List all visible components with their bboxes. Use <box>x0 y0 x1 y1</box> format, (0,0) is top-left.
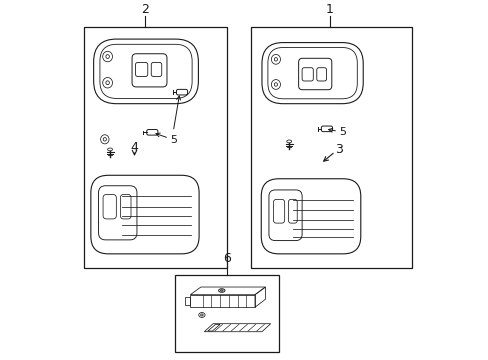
Text: 4: 4 <box>130 141 138 154</box>
Bar <box>251 27 411 268</box>
Bar <box>174 275 279 352</box>
Text: 5: 5 <box>338 127 345 137</box>
Bar <box>83 27 226 268</box>
Text: 1: 1 <box>325 3 333 16</box>
Text: 2: 2 <box>141 3 149 16</box>
Text: 3: 3 <box>334 143 342 156</box>
Text: 5: 5 <box>169 135 176 145</box>
Text: 6: 6 <box>223 252 230 265</box>
